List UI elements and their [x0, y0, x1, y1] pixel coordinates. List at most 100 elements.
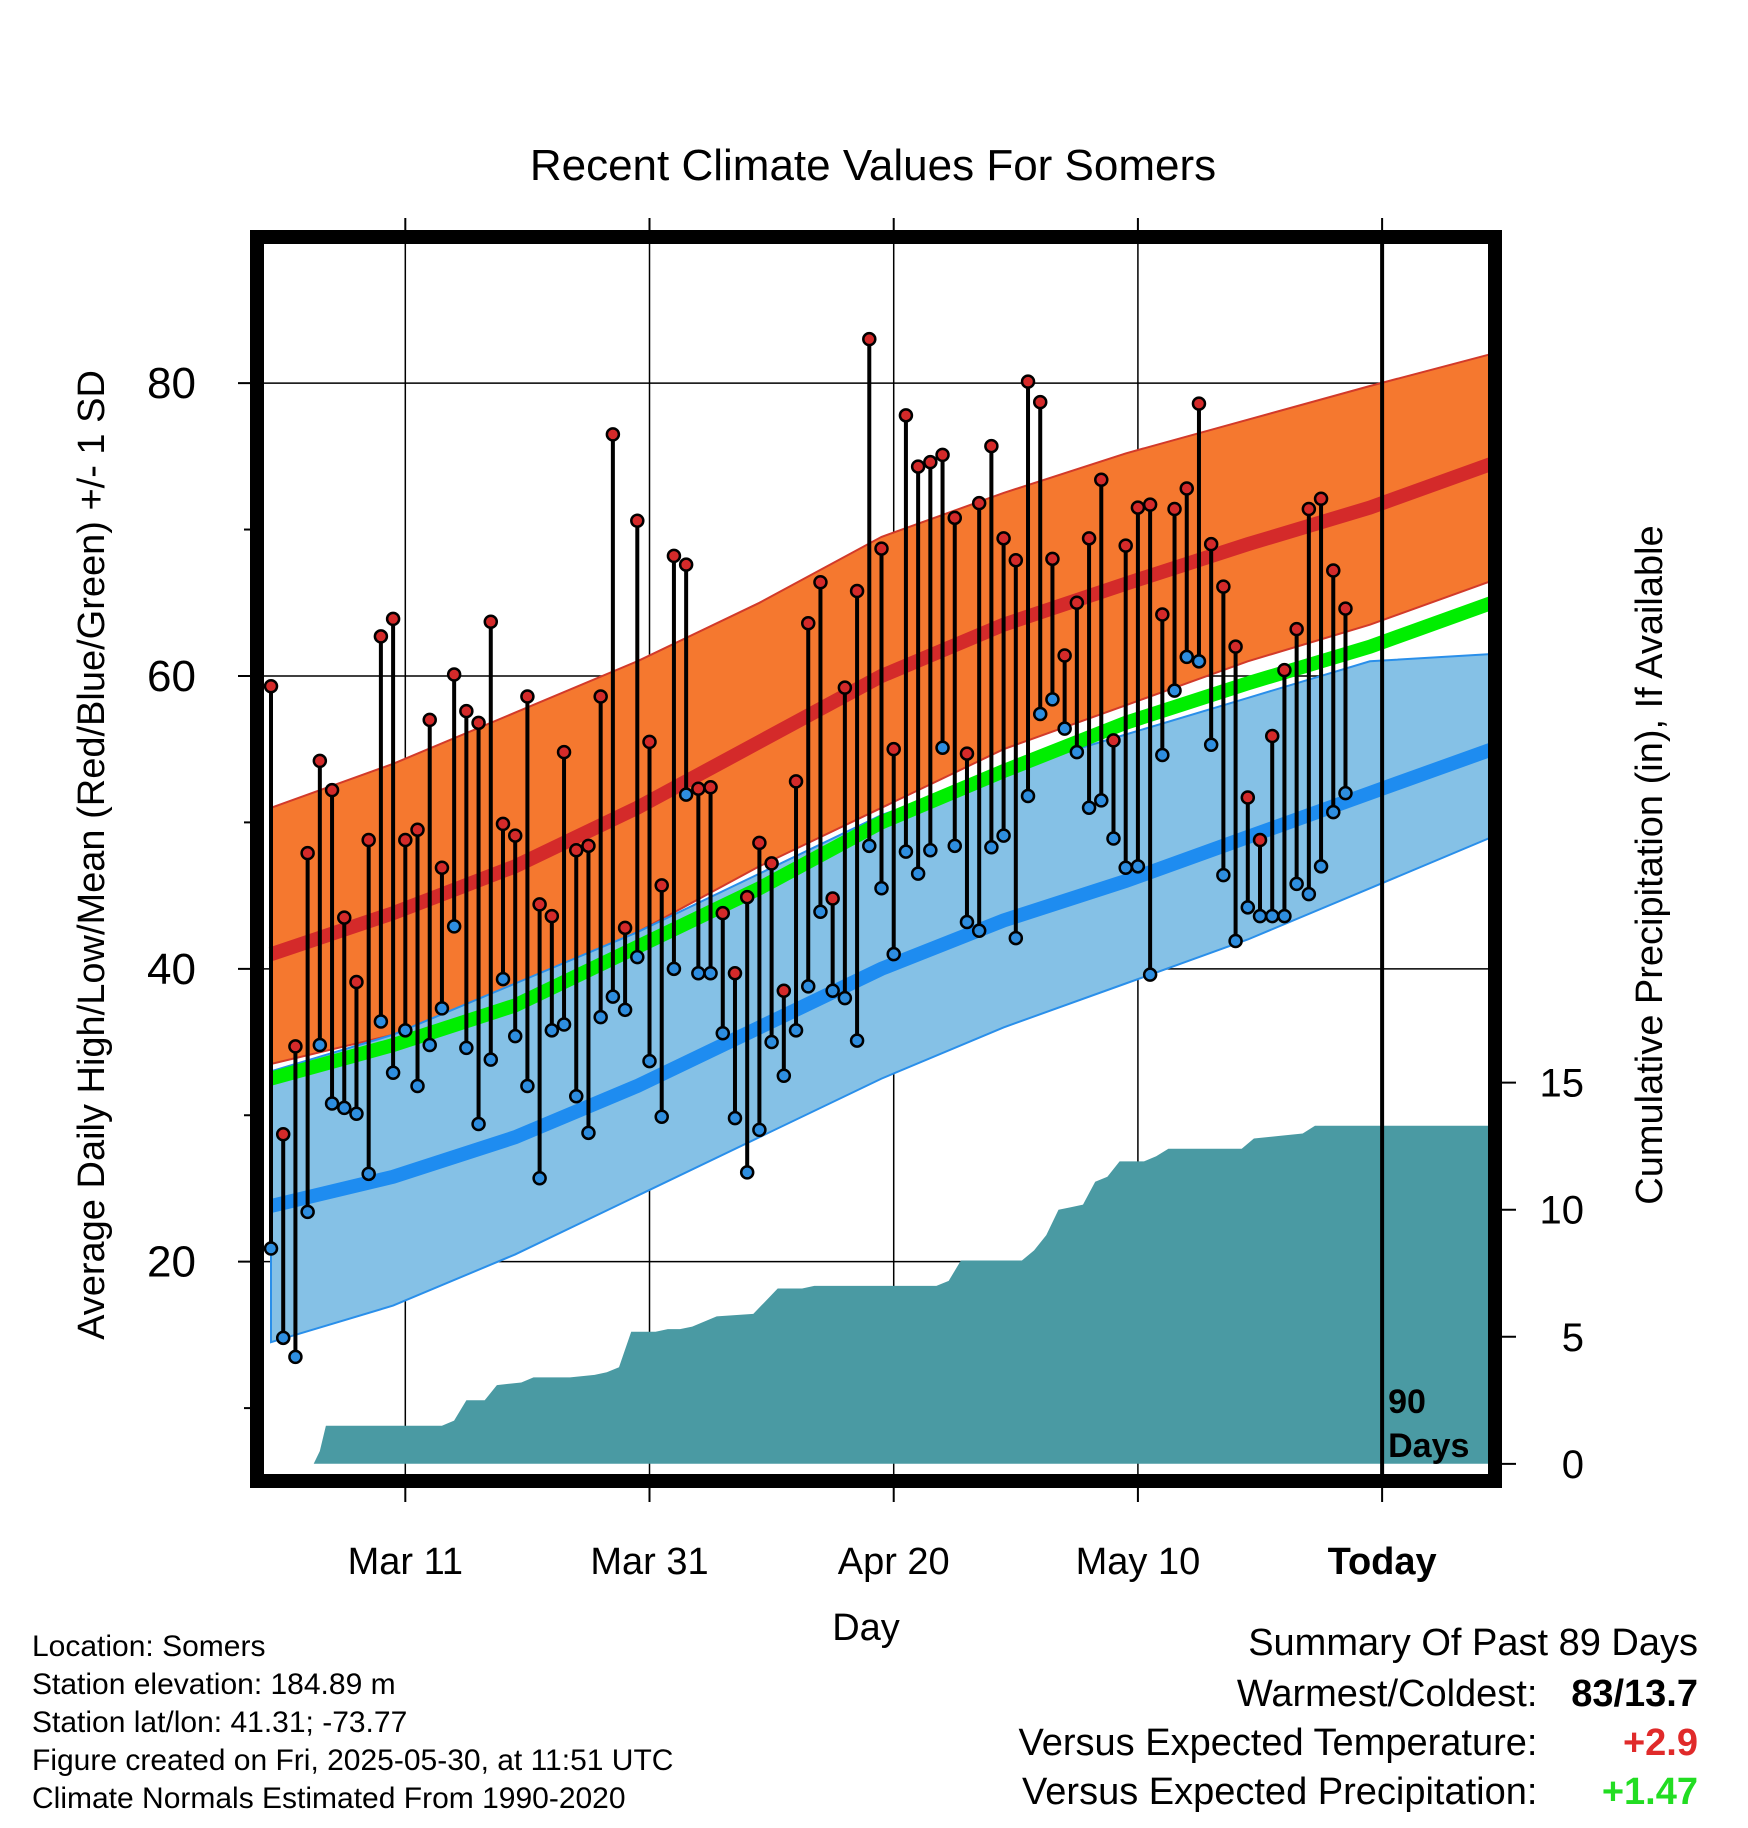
daily-high-point [1326, 563, 1341, 578]
daily-low-point [1289, 876, 1304, 892]
daily-high-point [1142, 497, 1158, 512]
daily-low-point [1313, 859, 1329, 874]
daily-low-point [1057, 721, 1072, 736]
daily-high-point [984, 438, 999, 454]
plot-content: 90 Days [264, 244, 1488, 1474]
today-annotation: 90 [1388, 1383, 1426, 1421]
daily-high-point [678, 557, 694, 572]
summary-temp-row: Versus Expected Temperature: +2.9 [1019, 1722, 1698, 1765]
daily-low-point [264, 1241, 279, 1256]
daily-low-point [825, 983, 840, 999]
daily-low-point [1216, 867, 1231, 883]
daily-low-point [1069, 744, 1085, 760]
daily-high-point [288, 1039, 303, 1054]
daily-low-point [312, 1037, 328, 1053]
info-location: Location: Somers [32, 1630, 266, 1663]
daily-low-point [959, 914, 975, 930]
daily-high-point [642, 734, 657, 750]
daily-high-point [739, 889, 755, 905]
chart-title: Recent Climate Values For Somers [530, 141, 1216, 190]
daily-high-point [654, 878, 669, 893]
daily-high-point [507, 828, 523, 843]
daily-high-point [764, 856, 779, 871]
daily-low-point [581, 1125, 596, 1141]
summary-precip-label: Versus Expected Precipitation: [1022, 1771, 1538, 1813]
daily-low-point [764, 1034, 779, 1050]
daily-high-point [1338, 601, 1353, 616]
daily-low-point [1155, 747, 1170, 763]
daily-high-point [1008, 553, 1024, 568]
daily-high-point [617, 920, 633, 936]
info-latlon: Station lat/lon: 41.31; -73.77 [32, 1706, 408, 1739]
daily-low-point [1301, 886, 1317, 902]
daily-high-point [1264, 728, 1280, 744]
daily-high-point [1045, 551, 1060, 567]
daily-low-point [1228, 933, 1243, 949]
y-right-tick-label: 5 [1562, 1316, 1584, 1360]
daily-low-point [849, 1033, 865, 1048]
daily-high-point [1228, 639, 1243, 654]
daily-low-point [691, 965, 706, 981]
daily-low-point [910, 866, 926, 881]
daily-high-point [446, 667, 462, 682]
summary-temp-label: Versus Expected Temperature: [1018, 1722, 1538, 1764]
daily-low-point [617, 1002, 633, 1018]
daily-high-point [776, 983, 792, 999]
daily-high-point [495, 816, 511, 832]
daily-high-point [264, 678, 279, 694]
daily-low-point [678, 787, 694, 802]
daily-low-point [422, 1037, 437, 1053]
daily-high-point [1203, 536, 1219, 552]
daily-high-point [337, 910, 352, 925]
daily-high-point [825, 891, 840, 906]
daily-high-point [385, 611, 401, 627]
daily-low-point [776, 1068, 792, 1083]
daily-low-point [1106, 831, 1121, 846]
info-created: Figure created on Fri, 2025-05-30, at 11… [32, 1744, 674, 1777]
daily-high-point [959, 746, 975, 761]
daily-high-point [361, 832, 376, 848]
daily-low-point [703, 965, 718, 981]
daily-high-point [703, 780, 718, 795]
daily-low-point [886, 946, 901, 962]
y-axis-left-label: Average Daily High/Low/Mean (Red/Blue/Gr… [71, 370, 113, 1340]
summary-warmest-value: 83/13.7 [1571, 1673, 1698, 1715]
daily-high-point [1155, 607, 1170, 622]
daily-low-point [935, 740, 950, 755]
daily-low-point [1045, 692, 1060, 707]
daily-high-point [581, 838, 596, 854]
daily-high-point [800, 616, 816, 631]
x-axis-label: Day [832, 1607, 900, 1649]
x-tick-label: Mar 31 [590, 1541, 708, 1583]
daily-low-point [1020, 788, 1036, 804]
daily-high-point [1130, 500, 1146, 515]
precip-area [313, 1125, 1488, 1464]
daily-low-point [642, 1053, 657, 1069]
daily-low-point [324, 1096, 340, 1111]
daily-high-point [1179, 481, 1194, 496]
info-normals: Climate Normals Estimated From 1990-2020 [32, 1782, 626, 1815]
daily-low-point [1118, 860, 1133, 876]
daily-high-point [373, 629, 389, 644]
daily-high-point [727, 965, 743, 981]
daily-low-point [275, 1330, 291, 1346]
daily-low-point [813, 904, 828, 919]
daily-low-point [495, 971, 511, 987]
today-annotation: Days [1388, 1427, 1469, 1465]
daily-low-point [1203, 737, 1219, 753]
info-elevation: Station elevation: 184.89 m [32, 1668, 396, 1701]
y-left-tick-label: 60 [147, 652, 196, 701]
daily-low-point [996, 828, 1011, 843]
daily-low-point [361, 1166, 376, 1182]
daily-low-point [593, 1009, 608, 1025]
daily-low-point [1338, 785, 1353, 801]
daily-high-point [1191, 396, 1207, 411]
daily-high-point [971, 495, 987, 511]
daily-high-point [483, 614, 499, 630]
summary-heading: Summary Of Past 89 Days [1248, 1622, 1698, 1664]
daily-high-point [593, 689, 608, 704]
daily-high-point [1252, 832, 1268, 848]
daily-low-point [898, 844, 914, 859]
daily-low-point [459, 1040, 474, 1056]
daily-high-point [996, 531, 1011, 546]
